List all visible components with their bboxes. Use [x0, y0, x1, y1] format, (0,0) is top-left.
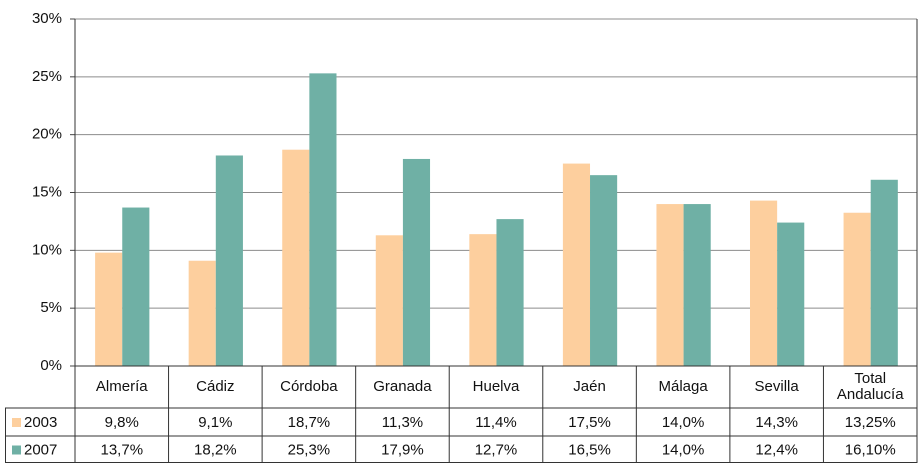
y-tick-label: 5%: [40, 299, 62, 316]
table-value: 17,9%: [381, 441, 424, 458]
y-tick-label: 20%: [32, 126, 62, 143]
table-value: 9,8%: [105, 414, 139, 431]
y-tick-label: 15%: [32, 183, 62, 200]
x-tick-label: Jaén: [573, 378, 606, 395]
x-tick-label: Huelva: [472, 378, 520, 395]
bar: [95, 252, 123, 366]
bar: [402, 158, 431, 366]
bar: [590, 175, 618, 366]
category-cell: Cádiz: [196, 378, 235, 395]
table-value: 18,2%: [194, 441, 237, 458]
category-cell: Málaga: [658, 378, 708, 395]
bar: [656, 204, 684, 366]
table-value: 11,4%: [475, 414, 516, 431]
table-value: 14,0%: [662, 414, 705, 431]
y-tick-label: 10%: [32, 241, 62, 258]
x-tick-label: Granada: [373, 378, 432, 395]
x-tick-label: Córdoba: [280, 378, 338, 395]
bar: [469, 234, 497, 366]
table-value: 16,5%: [568, 441, 611, 458]
table-value: 25,3%: [288, 441, 331, 458]
legend-label: 2007: [24, 441, 57, 458]
table-value: 16,10%: [845, 441, 896, 458]
bar: [777, 222, 805, 366]
x-tick-label: Total Andalucía: [836, 370, 904, 403]
bar: [122, 207, 150, 366]
bar: [843, 212, 871, 366]
bar: [188, 260, 216, 366]
legend-swatch: [12, 445, 21, 455]
x-tick-label: Sevilla: [754, 378, 799, 395]
y-tick-label: 30%: [32, 10, 62, 27]
table-value: 13,7%: [101, 441, 144, 458]
table-value: 9,1%: [198, 414, 232, 431]
table-value: 17,5%: [568, 414, 611, 431]
table-value: 14,0%: [662, 441, 705, 458]
bar: [496, 219, 524, 366]
category-cell: Jaén: [573, 378, 606, 395]
table-value: 12,4%: [755, 441, 798, 458]
legend-label: 2003: [24, 414, 57, 431]
table-value: 18,7%: [288, 414, 331, 431]
category-cell: Huelva: [472, 378, 520, 395]
bar: [375, 235, 403, 366]
category-cell: Sevilla: [754, 378, 799, 395]
category-cell: Almería: [95, 378, 148, 395]
x-tick-label: Almería: [95, 378, 148, 395]
bar: [215, 155, 243, 366]
y-tick-label: 0%: [40, 357, 62, 374]
category-cell: Córdoba: [280, 378, 338, 395]
table-value: 12,7%: [475, 441, 518, 458]
table-value: 14,3%: [755, 414, 798, 431]
bar: [562, 163, 591, 366]
x-tick-label: Cádiz: [196, 378, 235, 395]
x-tick-label: Málaga: [658, 378, 708, 395]
bar: [282, 149, 310, 366]
bar: [683, 204, 711, 366]
y-tick-label: 25%: [32, 68, 62, 85]
bar: [309, 73, 337, 366]
bar: [870, 179, 898, 366]
bar: [750, 200, 778, 366]
legend-swatch: [12, 418, 21, 427]
category-cell: Granada: [373, 378, 432, 395]
table-value: 13,25%: [845, 414, 896, 431]
table-value: 11,3%: [382, 414, 423, 431]
category-cell: Total Andalucía: [836, 370, 904, 403]
